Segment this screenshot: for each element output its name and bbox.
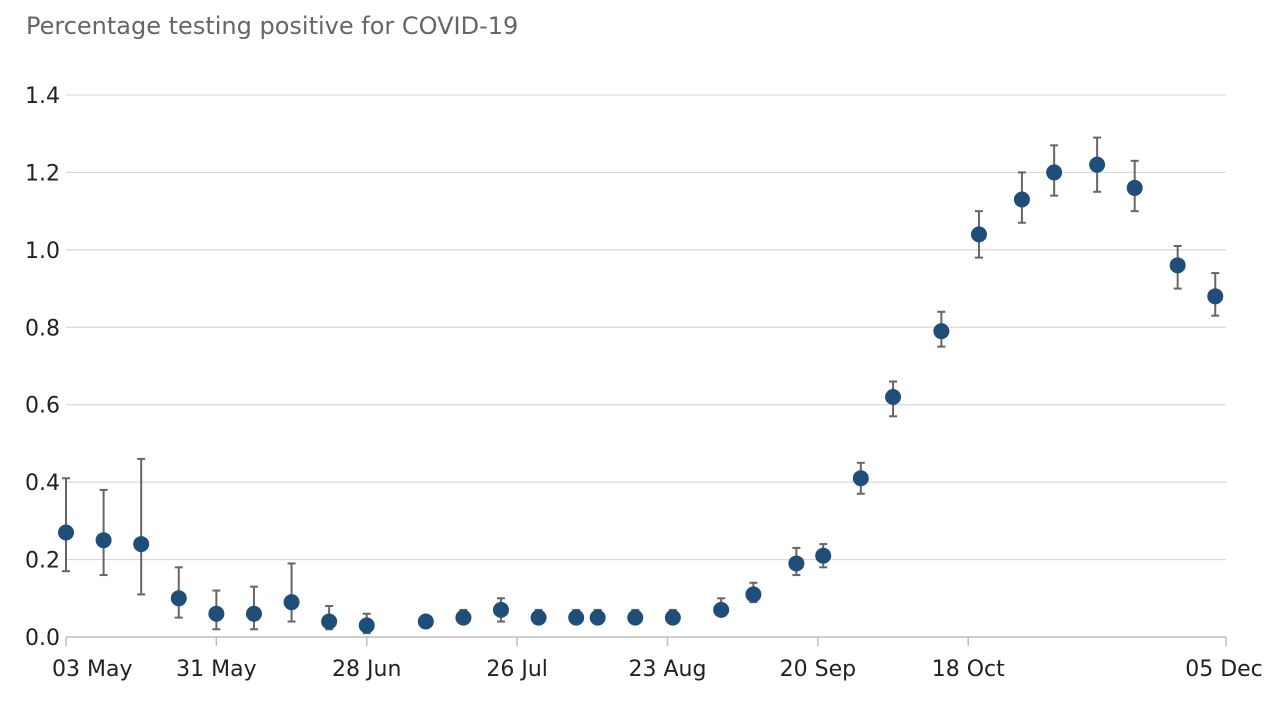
data-point[interactable] [1046,164,1063,181]
point-layer [58,156,1224,634]
data-point[interactable] [417,613,434,630]
chart-title: Percentage testing positive for COVID-19 [26,12,519,40]
data-point[interactable] [493,601,509,618]
y-tick-label: 0.6 [25,394,60,419]
data-point[interactable] [1126,179,1143,196]
data-point[interactable] [589,609,606,626]
y-tick-label: 0.4 [25,471,60,496]
data-point[interactable] [133,536,150,553]
grid-layer [66,94,1226,561]
data-point[interactable] [815,547,832,564]
x-tick-label: 23 Aug [629,657,707,682]
x-tick-label: 18 Oct [932,657,1005,682]
data-point[interactable] [283,594,300,611]
axis-layer: 0.0 0.2 0.4 0.6 0.8 1.0 1.2 1.4 03 May 31 May 28 J… [25,84,1263,682]
y-tick-label: 0.0 [25,626,60,651]
x-tick-label: 26 Jul [486,657,548,682]
data-point[interactable] [1207,288,1224,305]
data-point[interactable] [788,555,805,572]
data-point[interactable] [664,609,681,626]
data-point[interactable] [455,609,472,626]
data-point[interactable] [321,613,338,630]
data-point[interactable] [627,609,644,626]
x-tick-label: 05 Dec [1185,657,1263,682]
data-point[interactable] [245,605,262,622]
data-point[interactable] [568,609,585,626]
data-point[interactable] [95,532,112,549]
data-point[interactable] [358,617,375,634]
data-point[interactable] [530,609,547,626]
data-point[interactable] [208,605,225,622]
data-point[interactable] [852,470,869,487]
x-tick-label: 20 Sep [780,657,856,682]
x-tick-label: 28 Jun [332,657,401,682]
data-point[interactable] [1013,191,1030,208]
y-tick-label: 1.4 [25,84,60,109]
data-point[interactable] [885,388,902,405]
data-point[interactable] [170,590,187,607]
x-tick-label: 31 May [176,657,256,682]
y-tick-label: 0.2 [25,549,60,574]
data-point[interactable] [933,323,950,340]
y-tick-label: 0.8 [25,316,60,341]
error-bar-layer [62,136,1220,635]
data-point[interactable] [1089,156,1106,173]
x-tick-label: 03 May [52,657,132,682]
data-point[interactable] [745,586,762,603]
data-point[interactable] [1169,257,1186,274]
y-tick-label: 1.2 [25,161,60,186]
data-point[interactable] [713,601,730,618]
data-point[interactable] [58,524,74,541]
data-point[interactable] [970,226,987,243]
y-tick-label: 1.0 [25,239,60,264]
